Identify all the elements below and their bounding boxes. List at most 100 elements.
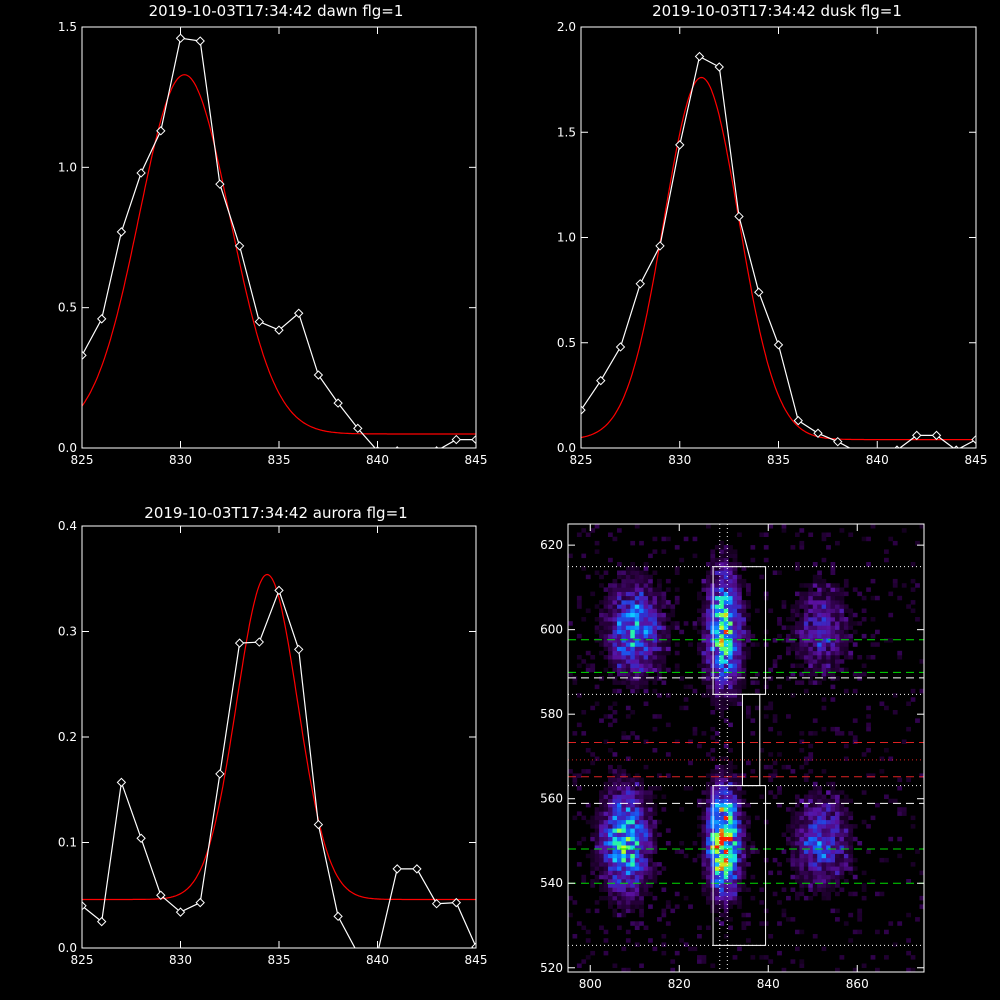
spectrogram-pixel <box>648 866 653 871</box>
spectrogram-pixel <box>590 705 596 711</box>
spectrogram-pixel <box>665 646 671 652</box>
spectrogram-pixel <box>821 604 827 609</box>
dawn-data-point <box>175 33 186 43</box>
spectrogram-pixel <box>599 857 604 863</box>
spectrogram-pixel <box>652 587 658 592</box>
spectrogram-pixel <box>719 853 725 859</box>
spectrogram-pixel <box>648 612 653 618</box>
spectrogram-pixel <box>625 938 631 943</box>
spectrogram-pixel <box>706 642 711 647</box>
spectrogram-pixel <box>839 870 845 876</box>
spectrogram-pixel <box>786 625 791 630</box>
spectrogram-pixel <box>719 578 725 584</box>
spectrogram-pixel <box>639 676 644 681</box>
spectrogram-pixel <box>643 608 649 613</box>
spectrogram-pixel <box>795 802 800 808</box>
spectrogram-pixel <box>728 663 733 668</box>
spectrogram-pixel <box>665 642 671 647</box>
spectrogram-pixel <box>737 659 742 664</box>
aurora-data-point <box>451 897 462 908</box>
spectrogram-pixel <box>728 773 733 778</box>
spectrogram-pixel <box>714 764 720 770</box>
spectrogram-pixel <box>803 879 809 884</box>
spectrogram-pixel <box>639 583 644 588</box>
spectrogram-pixel <box>657 587 662 592</box>
spectrogram-pixel <box>852 824 858 829</box>
spectrogram-pixel <box>830 887 836 892</box>
spectrogram-pixel <box>839 642 845 647</box>
spectrogram-pixel <box>581 874 587 880</box>
spectrogram-pixel <box>621 866 627 871</box>
spectrogram-pixel <box>741 798 747 804</box>
spectrogram-pixel <box>701 866 707 871</box>
spectrogram-pixel <box>839 633 845 639</box>
dusk-data-point <box>615 342 626 352</box>
spectrogram-pixel <box>795 612 800 618</box>
spectrogram-pixel <box>786 895 791 901</box>
spectrogram-pixel <box>830 866 836 871</box>
spectrogram-pixel <box>688 684 693 690</box>
spectrogram-pixel <box>621 633 627 639</box>
spectrogram-pixel <box>728 722 733 728</box>
spectrogram-pixel <box>852 857 858 863</box>
spectrogram-pixel <box>830 655 836 660</box>
spectrogram-pixel <box>803 612 809 618</box>
spectrogram-pixel <box>803 760 809 766</box>
spectrogram-pixel <box>723 574 729 580</box>
spectrogram-pixel <box>643 684 649 690</box>
spectrogram-pixel <box>608 646 613 652</box>
spectrogram-pixel <box>906 950 911 956</box>
spectrogram-pixel <box>608 807 613 812</box>
spectrogram-pixel <box>728 832 733 837</box>
spectrogram-pixel <box>861 617 867 622</box>
spectrogram-pixel <box>661 633 667 639</box>
spectrogram-pixel <box>710 562 716 567</box>
spectrogram-pixel <box>777 802 782 808</box>
spectrogram-pixel <box>843 646 849 652</box>
spectrogram-pixel <box>643 570 649 575</box>
spectrogram-pixel <box>795 870 800 876</box>
spectrogram-pixel <box>808 853 814 859</box>
spectrogram-pixel <box>728 760 733 766</box>
spectrogram-pixel <box>728 802 733 808</box>
spectrogram-pixel <box>719 595 725 601</box>
spectrogram-pixel <box>723 870 729 876</box>
spectrogram-pixel <box>639 608 644 613</box>
spectrogram-pixel <box>817 591 822 597</box>
spectrogram-pixel <box>737 895 742 901</box>
spectrogram-pixel <box>648 617 653 622</box>
spectrogram-pixel <box>603 612 609 618</box>
spectrogram-pixel <box>599 790 604 795</box>
spectrogram-pixel <box>706 667 711 673</box>
spectrogram-pixel <box>621 604 627 609</box>
spectrogram-pixel <box>799 887 805 892</box>
spectrogram-pixel <box>608 895 613 901</box>
spectrogram-pixel <box>790 811 796 816</box>
spectrogram-pixel <box>826 625 831 630</box>
spectrogram-pixel <box>568 769 573 774</box>
spectrogram-pixel <box>594 824 600 829</box>
spectrogram-pixel <box>803 629 809 635</box>
spectrogram-pixel <box>639 587 644 592</box>
spectrogram-pixel <box>799 807 805 812</box>
spectrogram-pixel <box>839 828 845 833</box>
spectrogram-pixel <box>630 798 636 804</box>
spectrogram-pixel <box>688 739 693 744</box>
spectrogram-pixel <box>630 921 636 926</box>
spectrogram-pixel <box>714 629 720 635</box>
spectrogram-pixel <box>719 697 725 702</box>
spectrogram-pixel <box>714 671 720 677</box>
spectrogram-pixel <box>906 777 911 783</box>
spectrogram-pixel <box>665 722 671 728</box>
spectrogram-pixel <box>634 849 640 854</box>
spectrogram-pixel <box>737 879 742 884</box>
spectrogram-pixel <box>594 604 600 609</box>
spectrogram-pixel <box>674 595 680 601</box>
spectrogram-pixel <box>826 621 831 626</box>
spectrogram-pixel <box>728 815 733 821</box>
spectrogram-pixel <box>835 726 840 732</box>
spectrogram-pixel <box>719 642 725 647</box>
spectrogram-pixel <box>803 824 809 829</box>
spectrogram-pixel <box>777 790 782 795</box>
spectrogram-pixel <box>754 680 760 685</box>
